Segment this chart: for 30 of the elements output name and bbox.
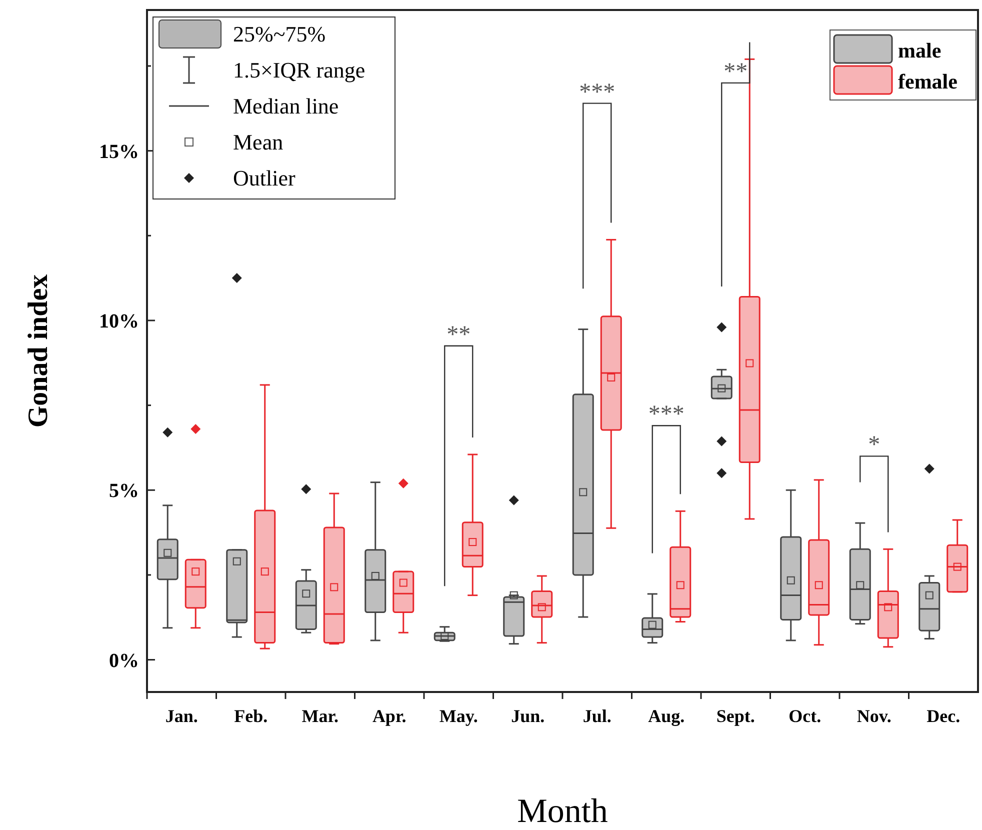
x-tick-label: Jan. — [165, 706, 198, 726]
x-tick-label: Nov. — [856, 706, 892, 726]
annotation: Mean — [233, 130, 284, 155]
x-tick-label: Jun. — [511, 706, 545, 726]
x-tick-label: Feb. — [234, 706, 268, 726]
annotation: Outlier — [233, 166, 296, 191]
annotation: *** — [579, 79, 616, 106]
annotation: 25%~75% — [233, 22, 326, 47]
x-tick-label: Apr. — [372, 706, 406, 726]
annotation: ** — [446, 322, 471, 348]
annotation: *** — [648, 402, 684, 428]
legend-label: female — [898, 69, 958, 94]
annotation: Median line — [233, 94, 339, 119]
x-tick-label: May. — [439, 706, 478, 726]
y-tick-label: 0% — [109, 650, 139, 672]
x-tick-label: Aug. — [648, 706, 685, 726]
y-tick-label: 15% — [99, 140, 139, 163]
legend-label: male — [898, 38, 942, 62]
x-axis-title: Month — [517, 793, 608, 830]
x-tick-label: Jul. — [582, 706, 612, 726]
annotation: * — [868, 432, 880, 458]
y-tick-label: 5% — [109, 480, 139, 502]
x-tick-label: Oct. — [788, 706, 822, 726]
x-tick-label: Sept. — [716, 706, 755, 726]
x-tick-label: Mar. — [302, 706, 339, 726]
annotation: ** — [724, 58, 748, 85]
annotation: 1.5×IQR range — [233, 58, 366, 83]
x-tick-label: Dec. — [926, 706, 960, 726]
y-tick-label: 10% — [99, 310, 139, 332]
y-axis-title: Gonad index — [23, 274, 54, 428]
